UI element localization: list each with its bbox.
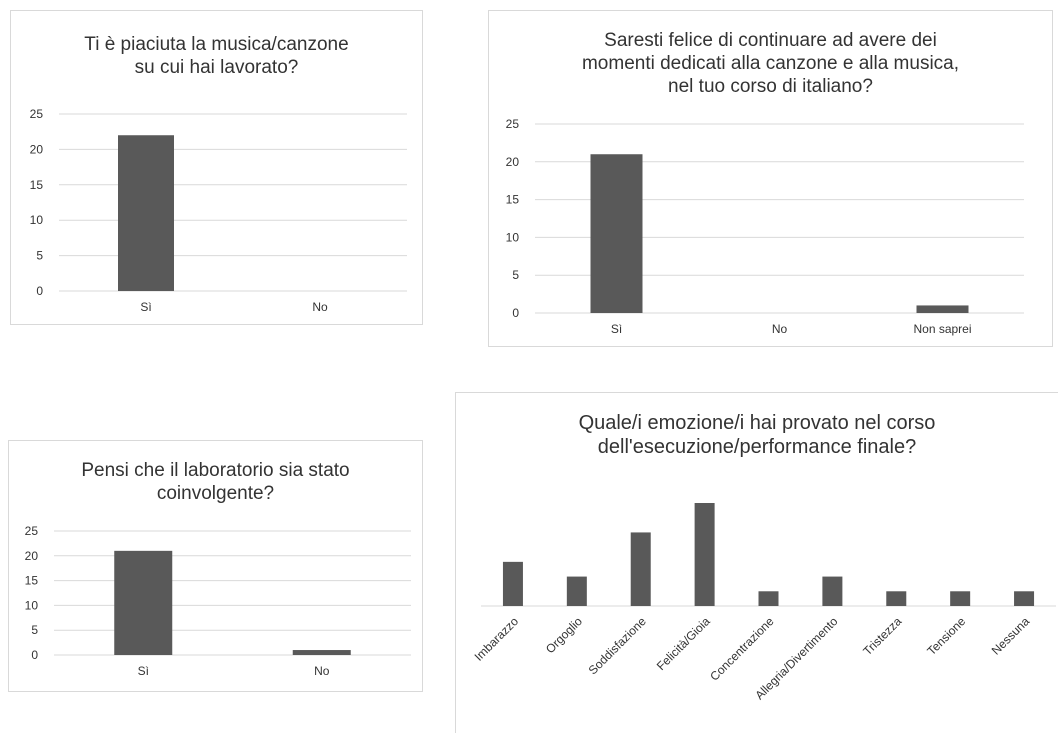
bar xyxy=(758,591,779,606)
x-tick-label: Soddisfazione xyxy=(586,614,649,677)
y-tick-label: 10 xyxy=(30,213,44,227)
bar xyxy=(886,591,907,606)
bar xyxy=(590,154,643,313)
bar xyxy=(292,650,351,655)
y-tick-label: 5 xyxy=(36,249,43,263)
y-tick-label: 10 xyxy=(506,230,520,244)
x-tick-label: Imbarazzo xyxy=(472,614,522,664)
bar xyxy=(114,550,173,655)
bar-chart-music-liked: 0 5 10 15 20 25 Sì No xyxy=(30,107,407,314)
chart-title: Pensi che il laboratorio sia stato coinv… xyxy=(9,459,422,505)
bar xyxy=(822,576,843,606)
bar xyxy=(118,135,174,291)
x-tick-label: No xyxy=(314,664,330,678)
chart-title-line: Pensi che il laboratorio sia stato xyxy=(81,460,350,481)
x-tick-label: Nessuna xyxy=(989,614,1033,658)
bar xyxy=(1014,591,1035,606)
x-tick-label: Felicità/Gioia xyxy=(654,614,713,673)
x-tick-label: Non saprei xyxy=(913,322,971,336)
chart-title: Ti è piaciuta la musica/canzone su cui h… xyxy=(11,33,422,79)
chart-title-line: Ti è piaciuta la musica/canzone xyxy=(84,34,349,55)
y-tick-label: 15 xyxy=(25,574,39,588)
x-tick-label: No xyxy=(312,300,328,314)
chart-title-line: coinvolgente? xyxy=(156,483,275,505)
y-tick-label: 5 xyxy=(512,268,519,282)
x-tick-label: Tristezza xyxy=(860,614,904,658)
chart-title-line: nel tuo corso di italiano? xyxy=(668,76,873,98)
x-tick-label: Concentrazione xyxy=(707,614,777,684)
x-tick-label: Sì xyxy=(140,300,151,314)
x-tick-label: Orgoglio xyxy=(543,614,585,656)
chart-panel-emotions: Quale/i emozione/i hai provato nel corso… xyxy=(455,392,1058,733)
bar xyxy=(502,561,523,606)
y-tick-label: 20 xyxy=(25,549,39,563)
y-tick-label: 20 xyxy=(30,142,44,156)
x-tick-label: Sì xyxy=(138,664,149,678)
chart-title: Quale/i emozione/i hai provato nel corso… xyxy=(456,411,1058,460)
x-tick-label: Tensione xyxy=(924,614,968,658)
chart-title-line: dell'esecuzione/performance finale? xyxy=(597,436,917,459)
bar-chart-lab-engaging: 0 5 10 15 20 25 Sì No xyxy=(25,524,411,678)
chart-panel-lab-engaging: Pensi che il laboratorio sia stato coinv… xyxy=(8,440,423,692)
y-tick-label: 10 xyxy=(25,598,39,612)
chart-title-line: Quale/i emozione/i hai provato nel corso xyxy=(578,412,936,434)
chart-panel-continue-music: Saresti felice di continuare ad avere de… xyxy=(488,10,1053,347)
chart-panel-music-liked: Ti è piaciuta la musica/canzone su cui h… xyxy=(10,10,423,325)
y-tick-label: 15 xyxy=(30,178,44,192)
y-tick-label: 0 xyxy=(512,306,519,320)
y-tick-label: 5 xyxy=(31,623,38,637)
y-tick-label: 15 xyxy=(506,193,520,207)
y-tick-label: 0 xyxy=(31,648,38,662)
bar xyxy=(630,532,651,606)
chart-title-line: su cui hai lavorato? xyxy=(134,57,299,79)
x-tick-label: Sì xyxy=(611,322,622,336)
chart-title: Saresti felice di continuare ad avere de… xyxy=(489,29,1052,99)
y-tick-label: 25 xyxy=(506,117,520,131)
chart-title-line: momenti dedicati alla canzone e alla mus… xyxy=(581,53,960,75)
y-tick-label: 20 xyxy=(506,155,520,169)
bar xyxy=(694,503,715,606)
x-tick-label: No xyxy=(772,322,788,336)
bar xyxy=(566,576,587,606)
y-tick-label: 25 xyxy=(30,107,44,121)
bar xyxy=(916,305,969,313)
bar-chart-continue-music: 0 5 10 15 20 25 Sì No Non saprei xyxy=(506,117,1024,336)
bar-chart-emotions: Imbarazzo Orgoglio Soddisfazione Felicità/G… xyxy=(472,503,1056,702)
y-tick-label: 0 xyxy=(36,284,43,298)
chart-title-line: Saresti felice di continuare ad avere de… xyxy=(604,30,937,51)
y-tick-label: 25 xyxy=(25,524,39,538)
bar xyxy=(950,591,971,606)
